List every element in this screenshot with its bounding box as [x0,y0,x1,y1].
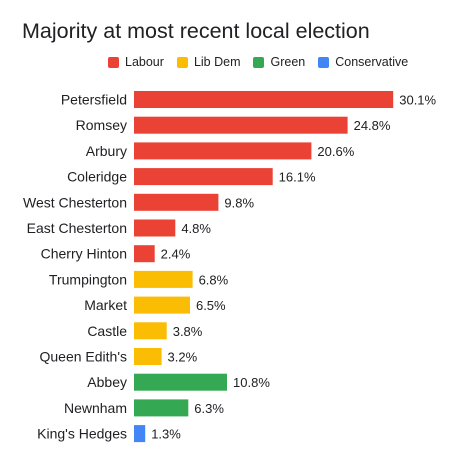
category-label-west-chesterton: West Chesterton [23,194,127,210]
value-label-coleridge: 16.1% [279,170,316,185]
category-label-trumpington: Trumpington [49,271,127,287]
value-label-newnham: 6.3% [194,401,224,416]
bar-west-chesterton [134,193,219,211]
category-label-east-chesterton: East Chesterton [27,220,127,236]
legend-label-labour: Labour [125,55,164,69]
legend-label-green: Green [270,55,306,69]
bar-market [134,296,190,314]
value-label-arbury: 20.6% [317,144,354,159]
category-label-abbey: Abbey [87,374,127,390]
value-label-queen-edith-s: 3.2% [168,350,198,365]
category-label-market: Market [84,297,127,313]
legend-swatch-conservative [318,56,330,68]
bar-king-s-hedges [134,425,146,443]
legend: Labour Lib Dem Green Conservative [108,55,408,69]
value-label-castle: 3.8% [173,324,203,339]
chart-title: Majority at most recent local election [22,19,370,43]
bar-east-chesterton [134,219,176,237]
bar-cherry-hinton [134,245,155,263]
legend-swatch-lib-dem [176,56,188,68]
value-label-trumpington: 6.8% [199,272,229,287]
value-label-market: 6.5% [196,298,226,313]
legend-item-conservative: Conservative [318,55,408,69]
category-label-coleridge: Coleridge [67,169,127,185]
category-label-castle: Castle [87,323,127,339]
bar-castle [134,322,167,340]
value-label-abbey: 10.8% [233,375,270,390]
legend-swatch-labour [108,56,119,68]
category-label-king-s-hedges: King's Hedges [37,426,127,442]
category-label-romsey: Romsey [76,117,127,133]
legend-item-labour: Labour [108,55,164,69]
bar-queen-edith-s [134,348,162,365]
value-label-romsey: 24.8% [354,118,391,133]
category-label-newnham: Newnham [64,400,127,416]
bar-newnham [134,399,189,417]
category-label-queen-edith-s: Queen Edith's [39,349,127,365]
value-label-east-chesterton: 4.8% [181,221,211,236]
bar-trumpington [134,270,193,288]
value-label-cherry-hinton: 2.4% [161,247,191,262]
bar-abbey [134,373,227,391]
category-label-cherry-hinton: Cherry Hinton [41,246,127,262]
bar-coleridge [134,168,273,186]
bar-romsey [134,116,348,134]
bar-arbury [134,142,312,160]
legend-item-green: Green [253,55,305,69]
legend-label-conservative: Conservative [335,55,409,69]
category-label-petersfield: Petersfield [61,92,127,108]
legend-item-lib-dem: Lib Dem [176,55,241,69]
value-label-king-s-hedges: 1.3% [151,427,181,442]
legend-label-lib-dem: Lib Dem [193,55,241,69]
value-label-west-chesterton: 9.8% [224,195,254,210]
category-label-arbury: Arbury [86,143,127,159]
legend-swatch-green [253,56,265,68]
bar-petersfield [134,91,394,108]
value-label-petersfield: 30.1% [399,93,436,108]
